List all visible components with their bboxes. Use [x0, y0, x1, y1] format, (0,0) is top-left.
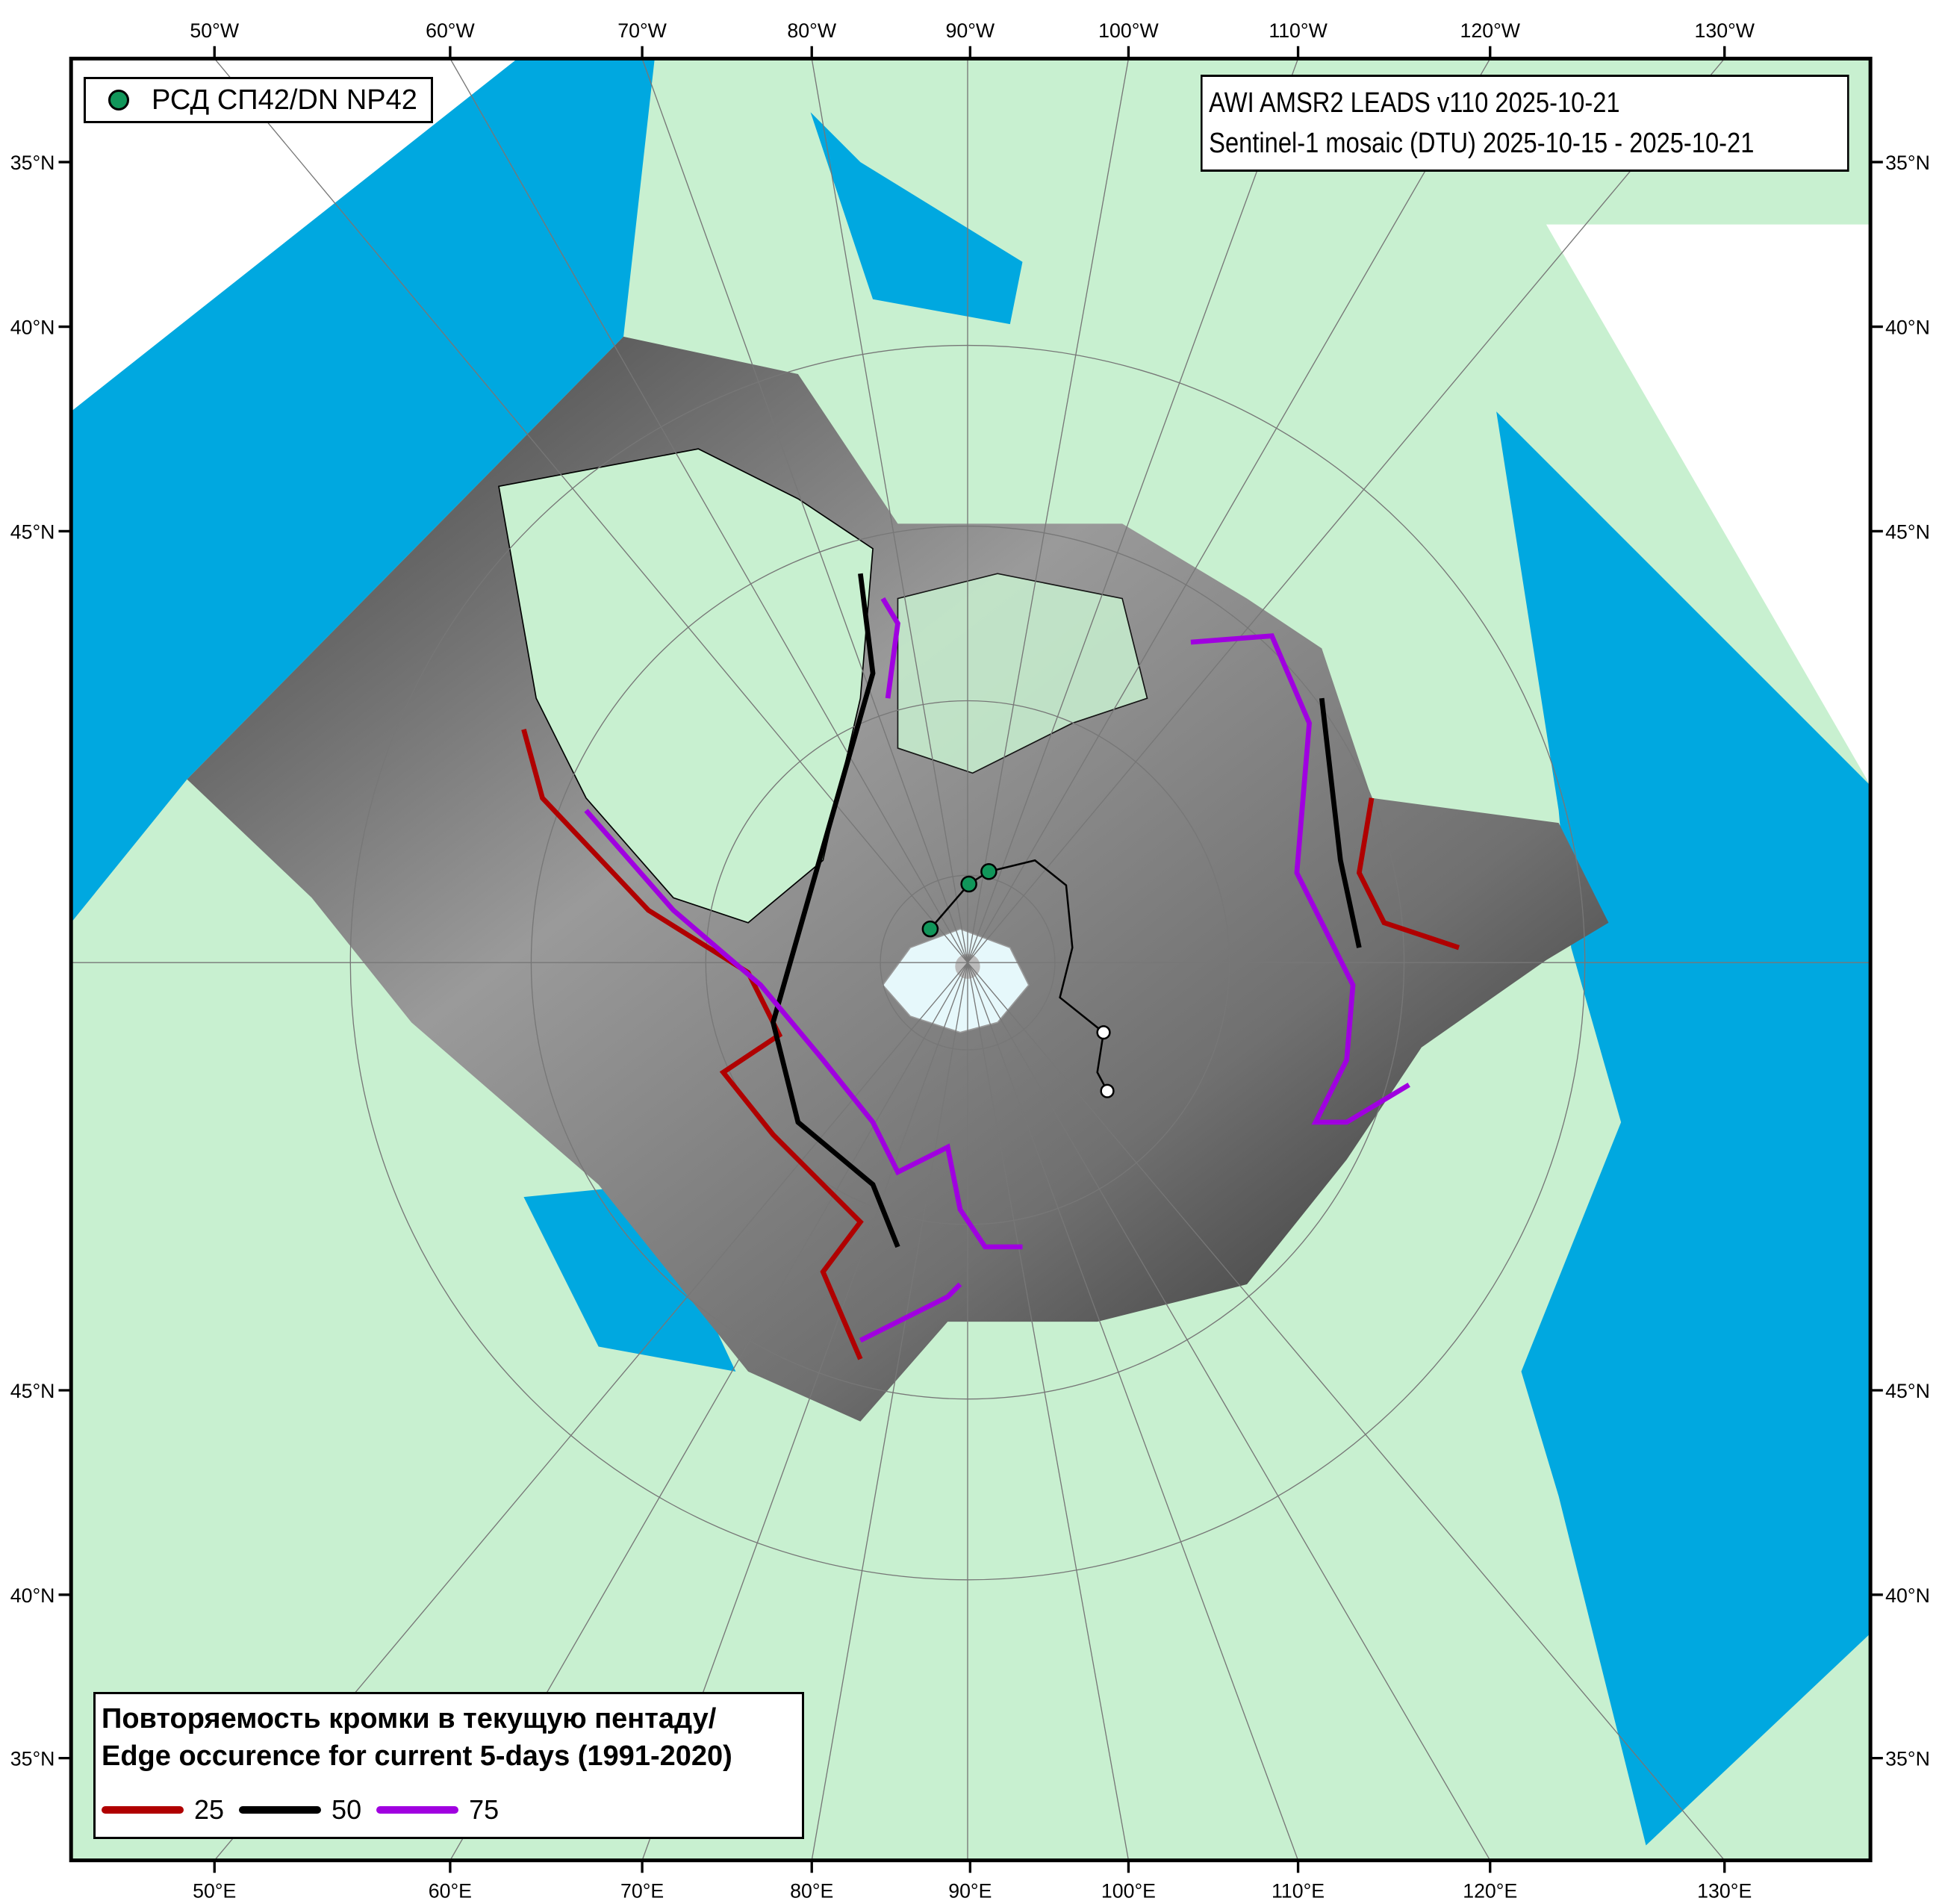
- top-tick-label: 80°W: [787, 19, 836, 42]
- buoy-marker: [1100, 1083, 1115, 1098]
- top-tick-label: 100°W: [1098, 19, 1159, 42]
- station-dot-icon: [108, 90, 129, 111]
- left-tick-label: 35°N: [10, 1748, 55, 1770]
- title-line-2: Sentinel-1 mosaic (DTU) 2025-10-15 - 202…: [1209, 128, 1755, 159]
- bottom-tick-label: 70°E: [620, 1880, 664, 1903]
- left-tick-label: 45°N: [10, 520, 55, 543]
- left-tick-label: 40°N: [10, 1584, 55, 1607]
- left-tick-label: 40°N: [10, 317, 55, 339]
- canadian-archipelago: [897, 573, 1148, 774]
- title-box: AWI AMSR2 LEADS v110 2025-10-21 Sentinel…: [1201, 75, 1849, 172]
- white-outside-area-ne: [1546, 224, 1871, 786]
- edge-75-label: 75: [469, 1794, 499, 1825]
- ocean-baffin: [810, 112, 1023, 325]
- station-legend-label: РСД СП42/DN NP42: [152, 84, 417, 116]
- station-marker: [921, 920, 939, 938]
- edge-line-25-east: [1356, 797, 1460, 951]
- edge-legend: Повторяемость кромки в текущую пентаду/ …: [93, 1692, 804, 1839]
- edge-line-50: [771, 573, 900, 1248]
- top-tick-label: 120°W: [1460, 19, 1521, 42]
- ocean-atlantic: [71, 58, 655, 923]
- right-tick-label: 35°N: [1885, 1748, 1930, 1770]
- station-marker: [980, 863, 997, 880]
- edge-75-swatch: [376, 1806, 459, 1814]
- top-tick-label: 90°W: [946, 19, 995, 42]
- bottom-tick-label: 110°E: [1272, 1880, 1325, 1903]
- edge-line-75-greenland: [880, 597, 900, 699]
- buoy-marker: [1096, 1025, 1111, 1040]
- edge-line-50-east: [1319, 697, 1362, 948]
- edge-legend-title-en: Edge occurence for current 5-days (1991-…: [102, 1740, 732, 1772]
- edge-legend-title-ru: Повторяемость кромки в текущую пентаду/: [102, 1703, 717, 1735]
- bottom-tick-label: 80°E: [790, 1880, 833, 1903]
- top-tick-label: 70°W: [617, 19, 667, 42]
- edge-25-label: 25: [194, 1794, 225, 1825]
- station-legend: РСД СП42/DN NP42: [84, 77, 433, 123]
- left-tick-label: 45°N: [10, 1380, 55, 1402]
- pole-hole: [882, 928, 1030, 1033]
- edge-50-swatch: [239, 1806, 322, 1814]
- edge-line-75: [584, 809, 1023, 1250]
- bottom-tick-label: 60°E: [429, 1880, 472, 1903]
- right-tick-label: 35°N: [1885, 152, 1930, 174]
- right-tick-label: 40°N: [1885, 1584, 1930, 1607]
- right-tick-label: 40°N: [1885, 317, 1930, 339]
- bottom-tick-label: 100°E: [1101, 1880, 1156, 1903]
- right-tick-label: 45°N: [1885, 520, 1930, 543]
- edge-50-label: 50: [332, 1794, 362, 1825]
- ocean-kara: [523, 1184, 736, 1372]
- bottom-tick-label: 130°E: [1697, 1880, 1752, 1903]
- bottom-tick-label: 120°E: [1463, 1880, 1517, 1903]
- edge-25-swatch: [102, 1806, 184, 1814]
- station-marker: [960, 875, 977, 893]
- title-line-1: AWI AMSR2 LEADS v110 2025-10-21: [1209, 87, 1620, 119]
- bottom-tick-label: 50°E: [193, 1880, 236, 1903]
- right-tick-label: 45°N: [1885, 1380, 1930, 1402]
- top-tick-label: 50°W: [190, 19, 239, 42]
- top-tick-label: 110°W: [1269, 19, 1328, 42]
- edge-line-75-east: [1190, 633, 1410, 1125]
- greenland: [498, 448, 874, 924]
- edge-line-75-siberia: [859, 1282, 962, 1343]
- ocean-pacific: [1496, 411, 1871, 1846]
- axis-ticks: 50°W 50°E 60°W 60°E 70°W 70°E 80°W 80°E 90°W 90°E…: [10, 19, 1930, 1903]
- bottom-tick-label: 90°E: [948, 1880, 992, 1903]
- top-tick-label: 60°W: [426, 19, 475, 42]
- drift-track: [929, 859, 1109, 1092]
- graticule: [71, 58, 1871, 1861]
- top-tick-label: 130°W: [1694, 19, 1755, 42]
- edge-line-25: [521, 729, 864, 1360]
- left-tick-label: 35°N: [10, 152, 55, 174]
